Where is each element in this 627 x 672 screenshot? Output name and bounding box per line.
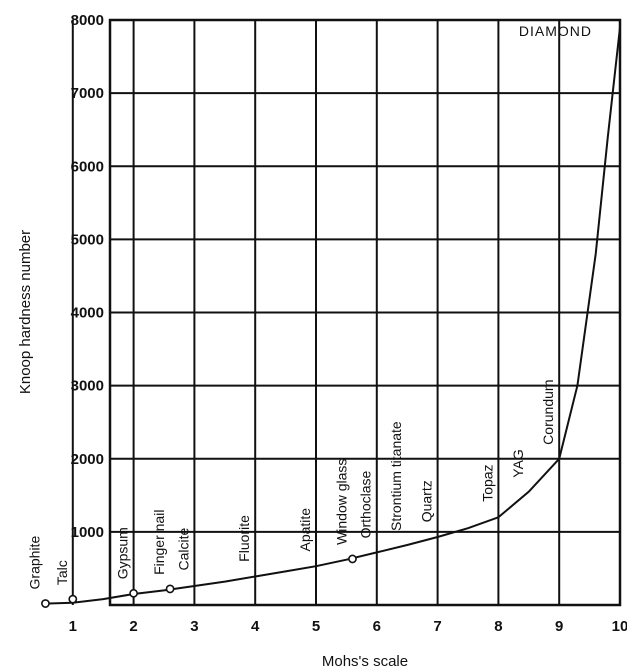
x-axis-label: Mohs's scale (322, 653, 408, 670)
x-tick-label: 5 (312, 618, 320, 635)
mineral-marker (129, 588, 138, 598)
y-tick-label: 6000 (71, 158, 104, 175)
mineral-label: Calcite (175, 527, 191, 570)
y-tick-label: 5000 (71, 231, 104, 248)
mineral-label: Finger nail (151, 510, 167, 575)
x-tick-label: 3 (190, 618, 198, 635)
mineral-label: Apatite (297, 508, 313, 552)
x-tick-label: 6 (373, 618, 381, 635)
mineral-label: Quartz (419, 480, 435, 522)
x-tick-label: 2 (129, 618, 137, 635)
mineral-label: Gypsum (115, 527, 131, 579)
mineral-label: Window glass (334, 459, 350, 545)
mineral-marker (165, 584, 175, 594)
mineral-marker (68, 594, 78, 604)
mineral-label: Topaz (479, 464, 495, 501)
grid-layer (71, 20, 620, 605)
y-axis-label: Knoop hardness number (17, 230, 34, 394)
x-tick-label: 8 (494, 618, 502, 635)
x-tick-label: 7 (433, 618, 441, 635)
mineral-label: Strontium titanate (388, 421, 404, 531)
x-tick-label: 4 (251, 618, 260, 635)
mineral-label: Fluorite (236, 515, 252, 562)
y-tick-label: 8000 (71, 12, 104, 29)
y-tick-label: 2000 (71, 451, 104, 468)
mineral-label: Orthoclase (358, 470, 374, 538)
y-tick-label: 1000 (71, 524, 104, 541)
y-tick-label: 4000 (71, 305, 104, 322)
x-tick-label: 9 (555, 618, 563, 635)
mineral-label-diamond: DIAMOND (519, 23, 592, 39)
hardness-curve (48, 27, 621, 605)
tick-layer: 1 2 3 4 5 6 7 8 9 10 1000 2000 3000 4000 5000 6000 7000 8… (69, 12, 627, 635)
mineral-label: Graphite (26, 536, 42, 590)
mineral-marker (348, 554, 357, 564)
mineral-label: Talc (54, 560, 70, 585)
mineral-marker (41, 599, 50, 608)
mineral-label: Corundum (540, 379, 556, 444)
x-tick-label: 1 (69, 618, 77, 635)
y-tick-label: 7000 (71, 85, 104, 102)
x-tick-label: 10 (612, 618, 627, 635)
plot-frame (108, 18, 622, 607)
mineral-label-layer: Graphite Talc Gypsum Finger nail Calcite Fluo… (26, 23, 592, 590)
curve-layer (41, 27, 621, 608)
mineral-label: YAG (510, 449, 526, 478)
y-tick-label: 3000 (71, 378, 104, 395)
